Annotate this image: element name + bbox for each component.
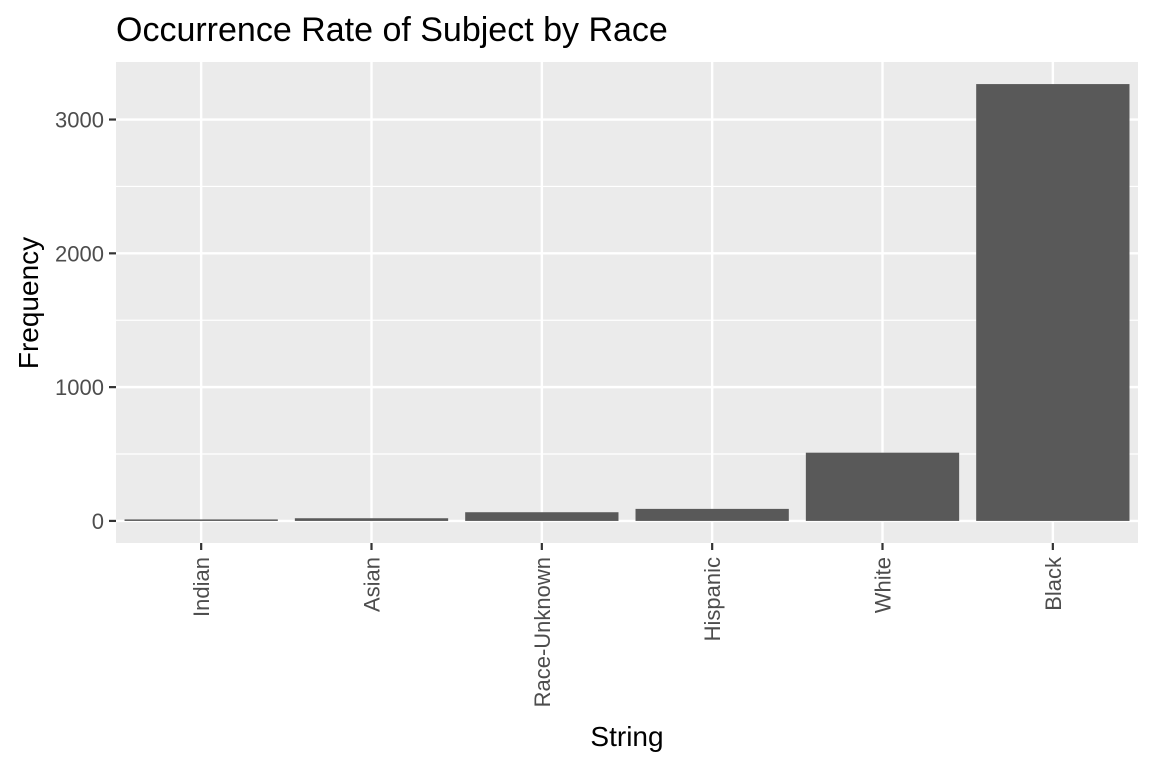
bar-hispanic bbox=[635, 508, 789, 521]
bar-white bbox=[805, 452, 960, 521]
bar-indian bbox=[124, 519, 278, 521]
x-tick-label: Asian bbox=[360, 557, 385, 612]
x-tick-label: Black bbox=[1041, 556, 1066, 611]
minor-gridlines bbox=[116, 185, 1138, 455]
bars bbox=[124, 84, 1130, 521]
plot-panel bbox=[116, 62, 1138, 543]
chart-title: Occurrence Rate of Subject by Race bbox=[116, 11, 668, 49]
bar-black bbox=[976, 84, 1130, 521]
x-tick-label: Race-Unknown bbox=[530, 557, 555, 707]
y-tick-label: 0 bbox=[92, 509, 104, 534]
y-axis: 0 1000 2000 3000 bbox=[55, 108, 116, 534]
x-axis-title: String bbox=[590, 721, 663, 752]
x-tick-label: White bbox=[871, 557, 896, 613]
x-tick-label: Indian bbox=[189, 557, 214, 617]
x-tick-label: Hispanic bbox=[700, 557, 725, 641]
y-tick-label: 2000 bbox=[55, 241, 104, 266]
y-tick-label: 1000 bbox=[55, 375, 104, 400]
major-gridlines bbox=[116, 62, 1138, 543]
x-axis: Indian Asian Race-Unknown Hispanic White Blac… bbox=[189, 543, 1066, 707]
bar-race-unknown bbox=[465, 512, 619, 521]
y-tick-label: 3000 bbox=[55, 108, 104, 133]
bar-asian bbox=[294, 518, 449, 521]
y-axis-title: Frequency bbox=[13, 237, 44, 369]
